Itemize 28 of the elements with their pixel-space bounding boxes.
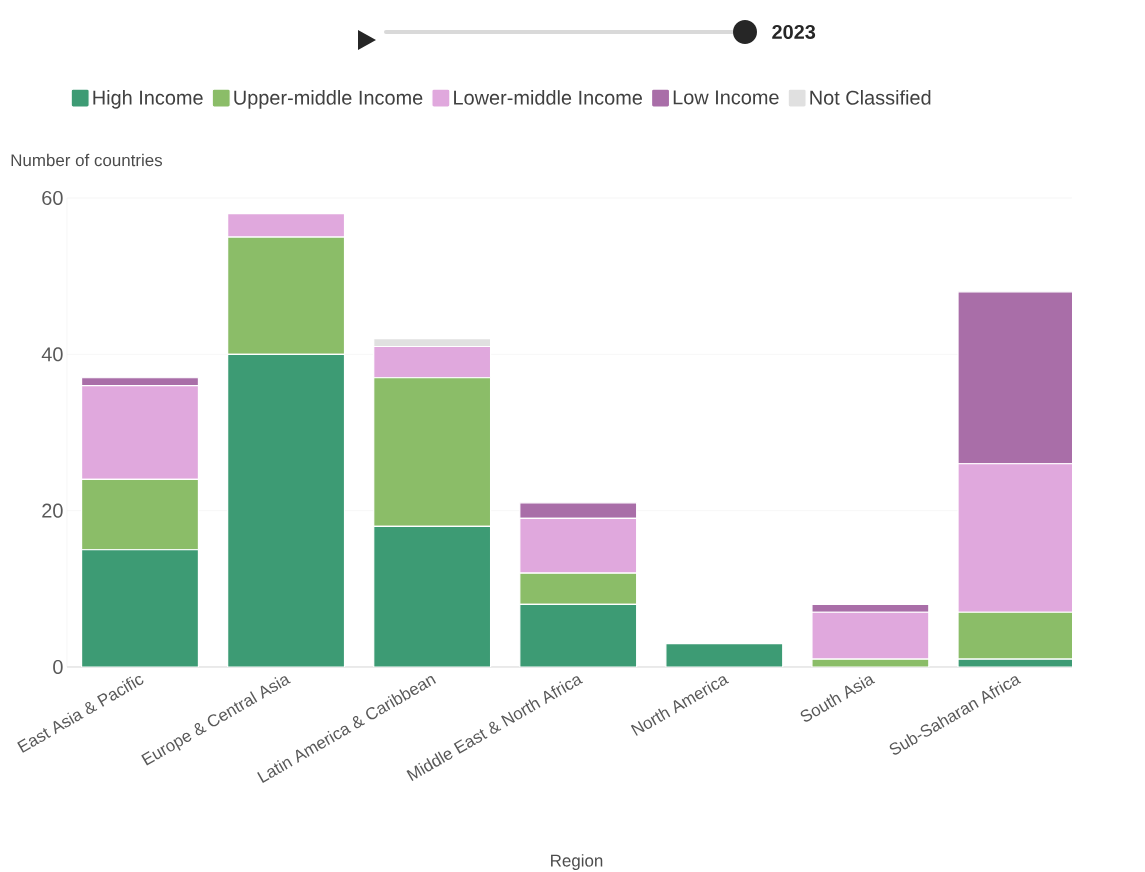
y-tick-label: 40	[41, 347, 63, 362]
x-axis-title: Region	[551, 854, 603, 870]
y-tick-label: 20	[42, 503, 63, 518]
bar	[519, 517, 638, 574]
bar	[519, 572, 638, 606]
bar	[811, 611, 930, 660]
bar	[80, 549, 200, 667]
bar	[227, 353, 346, 667]
legend-label: Lower-middle Income	[454, 90, 643, 105]
y-axis-title: Number of countries	[11, 153, 163, 167]
y-tick-label: 60	[42, 190, 63, 206]
bar	[80, 478, 200, 551]
bar	[519, 502, 638, 520]
legend-label: Upper-middle Income	[234, 90, 423, 109]
chart-subtitle: 2023	[772, 24, 816, 40]
bar	[227, 236, 346, 355]
legend-label: Not Classified	[810, 90, 931, 105]
bar	[373, 525, 492, 667]
bar	[373, 345, 492, 379]
bar	[519, 603, 638, 667]
bar	[227, 213, 346, 238]
y-tick-label: 0	[53, 659, 63, 675]
legend-label: Low Income	[673, 90, 779, 105]
bar	[373, 377, 492, 527]
bar	[665, 642, 784, 667]
bar	[80, 384, 200, 480]
legend-label: High Income	[93, 90, 203, 109]
x-tick-label: South Asia	[800, 676, 876, 722]
